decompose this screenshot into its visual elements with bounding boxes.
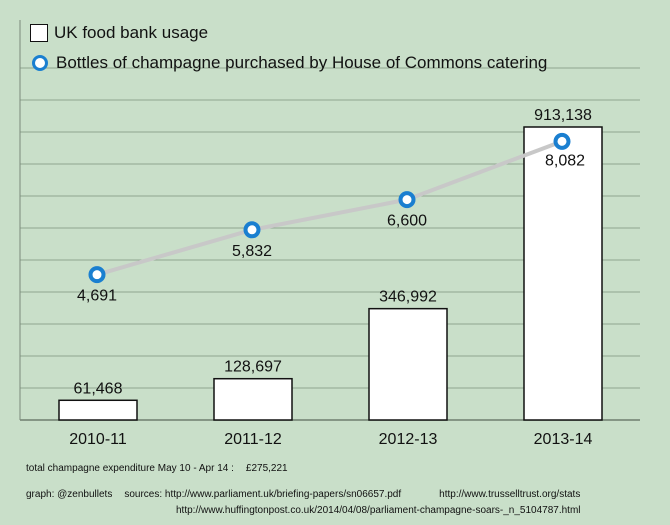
x-tick-labels: 2010-11 2011-12 2012-13 2013-14: [69, 431, 592, 448]
footer-source-huffington: http://www.huffingtonpost.co.uk/2014/04/…: [176, 505, 581, 516]
bar-value-label: 128,697: [224, 359, 282, 376]
bars-layer: 61,468 128,697 346,992 913,138: [58, 107, 603, 421]
credit-text: graph: @zenbullets: [26, 489, 113, 500]
expenditure-value: £275,221: [245, 463, 288, 474]
line-point-2011-12: [243, 221, 261, 239]
footer-expenditure: total champagne expenditure May 10 - Apr…: [26, 463, 288, 474]
legend-line-marker-icon: [30, 53, 50, 73]
line-point-2010-11: [88, 266, 106, 284]
bar-2012-13: [368, 307, 448, 421]
x-tick-label: 2013-14: [534, 431, 593, 448]
legend-bars-label: UK food bank usage: [54, 23, 209, 42]
bar-value-label: 346,992: [379, 289, 437, 306]
footer-sources: graph: @zenbullets sources: http://www.pa…: [26, 489, 580, 500]
line-point-2012-13: [398, 191, 416, 209]
line-value-label: 5,832: [232, 243, 272, 260]
line-value-label: 4,691: [77, 288, 117, 305]
legend-item-bars: UK food bank usage: [30, 21, 208, 45]
sources-text: sources: http://www.parliament.uk/briefi…: [124, 489, 402, 500]
champagne-line: [95, 139, 564, 277]
line-point-2013-14: [553, 132, 571, 150]
line-value-label: 6,600: [387, 213, 427, 230]
legend-line-label: Bottles of champagne purchased by House …: [56, 53, 548, 72]
source-huffington-link[interactable]: http://www.huffingtonpost.co.uk/2014/04/…: [176, 505, 581, 516]
line-value-label: 8,082: [545, 152, 585, 169]
x-tick-label: 2012-13: [379, 431, 438, 448]
legend-item-line: Bottles of champagne purchased by House …: [30, 51, 547, 75]
legend-bar-swatch-icon: [30, 24, 48, 42]
bar-value-label: 913,138: [534, 107, 592, 124]
bar-2013-14: [523, 126, 603, 421]
source-trussell-link[interactable]: http://www.trusselltrust.org/stats: [439, 489, 581, 500]
x-tick-label: 2010-11: [69, 431, 127, 448]
expenditure-label: total champagne expenditure May 10 - Apr…: [26, 463, 234, 474]
bar-2011-12: [213, 377, 293, 421]
x-tick-label: 2011-12: [224, 431, 282, 448]
bar-2010-11: [58, 399, 138, 421]
bar-value-label: 61,468: [74, 380, 123, 397]
line-layer: 4,691 5,832 6,600 8,082: [77, 132, 585, 305]
